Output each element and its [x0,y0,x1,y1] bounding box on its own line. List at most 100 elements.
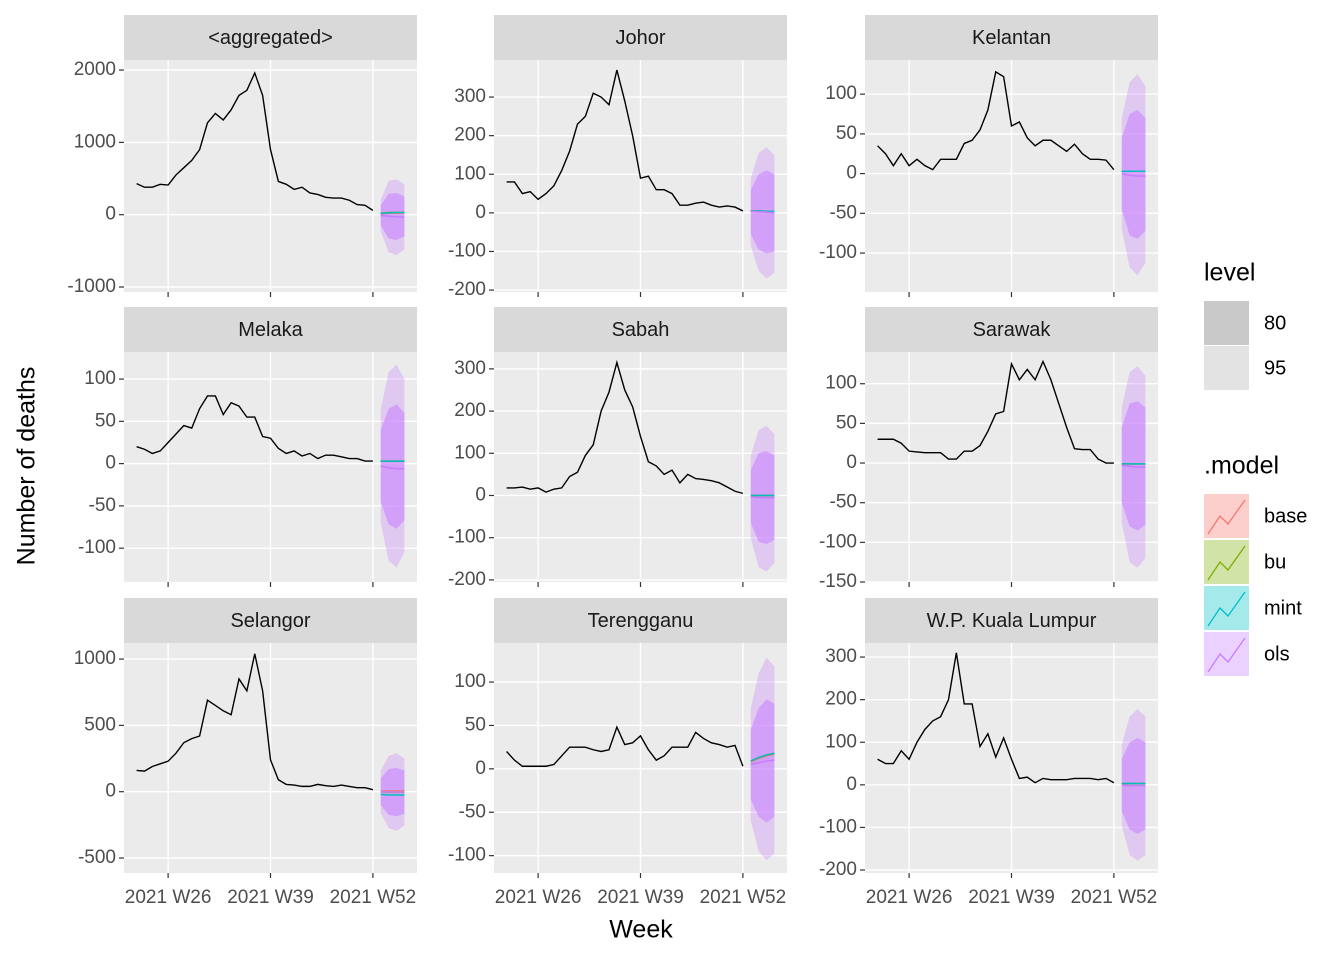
y-tick-label: 300 [825,646,857,667]
forecast-line [750,210,775,214]
y-tick-label: -200 [819,859,857,880]
y-tick-label: 1000 [74,131,116,152]
facet-title: <aggregated> [208,27,333,49]
forecast-line [1121,172,1146,177]
y-tick-label: -100 [448,527,486,548]
history-line [506,359,744,495]
x-tick-label: 2021 W52 [700,887,787,908]
facet-title: Sarawak [973,319,1052,341]
legend-label: 95 [1264,357,1286,379]
facet-title: W.P. Kuala Lumpur [927,610,1097,632]
history-line [877,70,1115,171]
y-tick-label: 100 [825,731,857,752]
strip [865,307,1158,352]
strip [494,307,787,352]
legend-swatch [1204,301,1249,345]
history-line [136,71,374,211]
x-tick-label: 2021 W26 [125,887,212,908]
forecast-line [1121,464,1146,468]
interval-band [750,699,775,823]
y-tick-label: 0 [105,453,116,474]
y-tick-label: -100 [819,816,857,837]
y-tick-label: 0 [475,758,486,779]
strip [124,15,417,60]
strip [124,307,417,352]
x-tick-label: 2021 W52 [1071,887,1158,908]
y-tick-label: 50 [465,714,486,735]
y-tick-label: 0 [105,781,116,802]
y-tick-label: -100 [78,537,116,558]
interval-band [1121,110,1146,239]
y-tick-label: 0 [105,204,116,225]
y-tick-label: 300 [454,358,486,379]
history-line [506,69,744,212]
legend-key [1207,637,1246,673]
y-tick-label: 200 [454,125,486,146]
y-tick-label: -1000 [67,276,116,297]
history-line [877,359,1114,464]
y-tick-label: -100 [448,845,486,866]
x-tick-label: 2021 W39 [597,887,684,908]
facet-title: Selangor [230,610,310,632]
y-tick-label: 2000 [74,59,116,80]
history-line [506,725,744,767]
legend-swatch [1204,586,1249,630]
legend-key [1207,591,1246,627]
x-axis-title: Week [609,916,673,944]
strip [124,598,417,643]
legend-swatch [1204,632,1249,676]
y-tick-label: 100 [825,83,857,104]
y-tick-label: -50 [89,495,116,516]
y-tick-label: 300 [454,86,486,107]
legend-label: base [1264,505,1307,527]
y-tick-label: -500 [78,847,116,868]
history-line [877,652,1115,784]
legend-label: mint [1264,597,1302,619]
forecast-line [380,211,405,214]
legend-swatch [1204,494,1249,538]
legend-key [1207,499,1246,535]
y-tick-label: 200 [825,689,857,710]
y-tick-label: -50 [459,801,486,822]
strip [865,598,1158,643]
y-tick-label: 100 [84,368,116,389]
y-tick-label: 50 [95,410,116,431]
history-line [136,395,373,462]
y-tick-label: -150 [819,571,857,592]
y-tick-label: 1000 [74,648,116,669]
x-tick-label: 2021 W26 [866,887,953,908]
y-tick-label: 500 [84,714,116,735]
legend-swatch [1204,346,1249,390]
y-tick-label: 100 [454,163,486,184]
y-tick-label: 200 [454,400,486,421]
forecast-line [750,753,775,763]
legend-swatch [1204,540,1249,584]
y-tick-label: -100 [448,240,486,261]
forecast-line [380,214,405,218]
history-line [136,653,374,791]
facet-title: Terengganu [588,610,694,632]
y-tick-label: 0 [475,202,486,223]
strip [494,15,787,60]
legend-title: level [1204,259,1255,287]
strip [865,15,1158,60]
legend-label: bu [1264,551,1286,573]
legend-title: .model [1204,452,1279,480]
forecast-line [380,465,405,470]
y-tick-label: -200 [448,569,486,590]
strip [494,598,787,643]
facet-title: Sabah [612,319,670,341]
y-tick-label: -100 [819,531,857,552]
legend-label: 80 [1264,312,1286,334]
y-axis-title: Number of deaths [13,367,41,566]
y-tick-label: 50 [836,412,857,433]
y-tick-label: 0 [475,485,486,506]
forecast-line [750,759,775,766]
interval-band [1121,401,1146,531]
x-tick-label: 2021 W26 [495,887,582,908]
legend-key [1207,545,1246,581]
legend-label: ols [1264,643,1290,665]
y-tick-label: -200 [448,279,486,300]
facet-title: Johor [615,27,665,49]
